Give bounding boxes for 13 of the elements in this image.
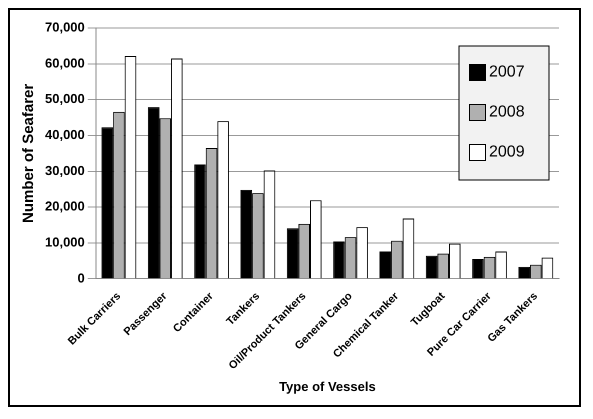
y-tick-label: 70,000 [44, 20, 85, 35]
y-tick-label: 40,000 [44, 127, 85, 142]
legend-label: 2009 [489, 143, 525, 160]
x-axis-title: Type of Vessels [279, 378, 376, 394]
y-tick-label: 0 [78, 270, 85, 286]
y-tick-label: 50,000 [44, 91, 85, 106]
legend-label: 2008 [489, 103, 525, 120]
y-tick-label: 60,000 [44, 55, 85, 70]
y-tick-label: 20,000 [44, 198, 85, 214]
legend-label: 2007 [489, 63, 525, 80]
y-axis-title: Number of Seafarer [20, 84, 38, 223]
y-tick-label: 30,000 [44, 162, 85, 178]
y-tick-label: 10,000 [44, 234, 85, 250]
